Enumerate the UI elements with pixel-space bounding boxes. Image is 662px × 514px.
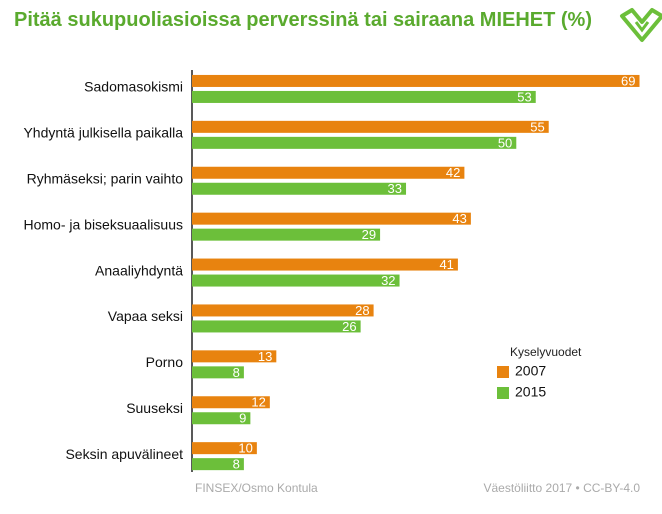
source: FINSEX/Osmo Kontula [195,481,318,495]
data-label: 50 [498,135,512,150]
data-label: 8 [233,365,240,380]
category-label: Homo- ja biseksuaalisuus [23,216,183,232]
legend-label: 2007 [515,363,546,379]
data-label: 12 [251,395,265,410]
bar [192,74,640,87]
bar [192,258,458,271]
bar [192,442,257,455]
bar [192,166,465,179]
data-label: 29 [362,227,376,242]
bar [192,182,407,195]
legend-swatch [497,387,509,399]
bar [192,90,536,103]
data-label: 28 [355,303,369,318]
legend-label: 2015 [515,384,546,400]
data-label: 43 [452,211,466,226]
bar [192,320,361,333]
category-label: Seksin apuvälineet [65,446,183,462]
data-label: 42 [446,165,460,180]
data-label: 8 [233,457,240,472]
bar [192,212,471,225]
chart-title: Pitää sukupuoliasioissa perverssinä tai … [14,9,592,31]
bar [192,120,549,133]
bar [192,412,251,425]
data-label: 32 [381,273,395,288]
bar [192,228,381,241]
data-label: 69 [621,73,635,88]
category-label: Yhdyntä julkisella paikalla [23,125,183,141]
bar [192,274,400,287]
data-label: 10 [238,441,252,456]
bar [192,350,277,363]
data-label: 33 [388,181,402,196]
category-label: Porno [146,354,184,370]
bar [192,396,270,409]
legend-swatch [497,366,509,378]
category-label: Anaaliyhdyntä [95,262,183,278]
legend-title: Kyselyvuodet [510,345,582,359]
credit: Väestöliitto 2017 • CC-BY-4.0 [483,481,640,495]
logo [620,8,662,42]
bar [192,136,517,149]
category-label: Ryhmäseksi; parin vaihto [27,170,184,186]
category-label: Suuseksi [126,400,183,416]
data-label: 26 [342,319,356,334]
data-label: 13 [258,349,272,364]
data-label: 53 [517,89,531,104]
category-label: Sadomasokismi [84,79,183,95]
bar [192,366,244,379]
data-label: 55 [530,119,544,134]
bar [192,458,244,471]
data-label: 41 [439,257,453,272]
data-label: 9 [239,411,246,426]
category-label: Vapaa seksi [108,308,183,324]
bar [192,304,374,317]
